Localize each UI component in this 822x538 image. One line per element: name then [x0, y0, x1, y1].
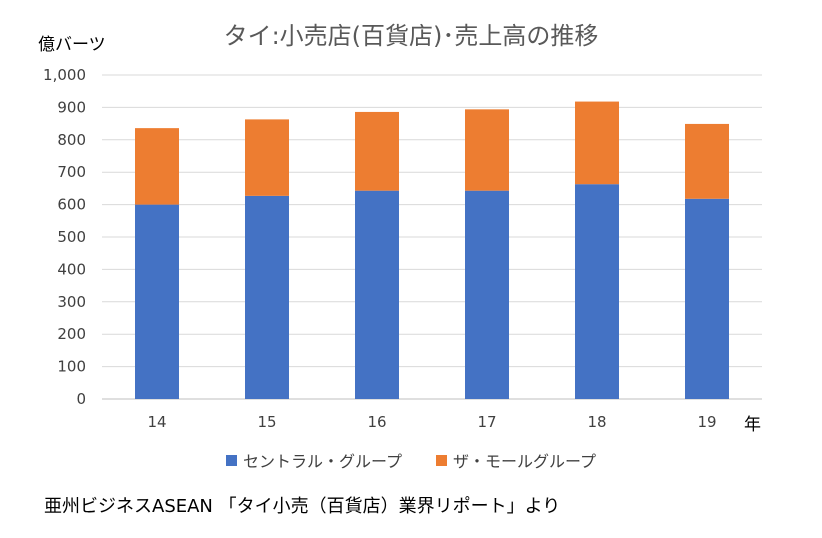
y-tick-label: 300: [57, 293, 86, 311]
y-tick-label: 600: [57, 196, 86, 214]
x-tick-label: 15: [257, 413, 276, 431]
x-axis-unit-label: 年: [744, 415, 761, 435]
chart-legend: セントラル・グループ ザ・モールグループ: [0, 448, 822, 472]
bar-segment-the-mall: [575, 101, 619, 185]
bar-segment-the-mall: [685, 123, 729, 199]
bar-segment-the-mall: [245, 119, 289, 196]
source-note: 亜州ビジネスASEAN 「タイ小売（百貨店）業界リポート」より: [44, 496, 561, 517]
legend-item-the-mall: ザ・モールグループ: [436, 448, 596, 472]
chart-title: タイ:小売店(百貨店)･売上高の推移: [223, 22, 599, 50]
y-tick-label: 400: [57, 260, 86, 278]
bar-segment-central: [685, 198, 729, 399]
legend-swatch-the-mall: [436, 454, 447, 466]
y-axis-unit-label: 億バーツ: [38, 35, 106, 55]
legend-label-the-mall: ザ・モールグループ: [453, 452, 597, 471]
y-tick-label: 100: [57, 358, 86, 376]
y-tick-label: 900: [57, 98, 86, 116]
legend-swatch-central: [225, 454, 237, 466]
legend-item-central: セントラル・グループ: [225, 448, 402, 472]
bar-segment-central: [355, 190, 399, 399]
bar-segment-central: [135, 204, 179, 399]
y-tick-label: 500: [57, 228, 86, 246]
y-tick-label: 0: [76, 390, 86, 408]
x-tick-label: 16: [367, 413, 386, 431]
bar-segment-central: [465, 190, 509, 399]
y-tick-label: 1,000: [43, 66, 86, 84]
y-tick-label: 800: [57, 131, 86, 149]
y-tick-label: 700: [57, 163, 86, 181]
x-tick-label: 18: [587, 413, 606, 431]
bar-segment-central: [245, 195, 289, 399]
x-tick-label: 19: [697, 413, 716, 431]
bar-segment-central: [575, 184, 619, 399]
legend-label-central: セントラル・グループ: [242, 452, 402, 471]
y-tick-label: 200: [57, 325, 86, 343]
bar-segment-the-mall: [465, 109, 509, 191]
bar-segment-the-mall: [355, 111, 399, 191]
x-tick-label: 17: [477, 413, 496, 431]
bar-segment-the-mall: [135, 128, 179, 205]
x-tick-label: 14: [147, 413, 166, 431]
